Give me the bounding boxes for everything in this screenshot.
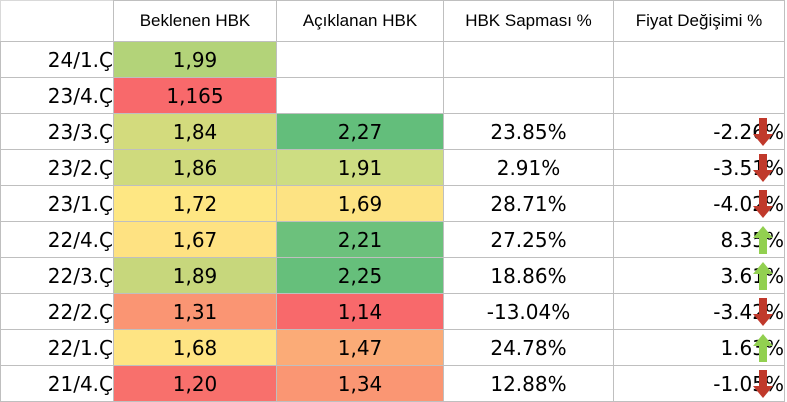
expected-eps-cell: 1,84 — [113, 113, 277, 150]
price-change-cell: -1.05% — [613, 365, 785, 402]
expected-eps-cell: 1,67 — [113, 221, 277, 258]
eps-deviation-cell — [443, 41, 614, 78]
eps-deviation-cell: 24.78% — [443, 329, 614, 366]
arrow-down-icon — [753, 297, 773, 326]
table-row: 22/3.Ç 1,89 2,25 18.86% 3.61% — [0, 257, 785, 294]
header-cell-eps-deviation: HBK Sapması % — [443, 0, 614, 42]
period-cell: 22/3.Ç — [0, 257, 114, 294]
arrow-up-icon — [753, 225, 773, 254]
eps-deviation-cell — [443, 77, 614, 114]
table-row: 22/2.Ç 1,31 1,14 -13.04% -3.42% — [0, 293, 785, 330]
price-change-cell: -2.26% — [613, 113, 785, 150]
actual-eps-cell: 1,34 — [276, 365, 444, 402]
actual-eps-cell — [276, 41, 444, 78]
expected-eps-cell: 1,20 — [113, 365, 277, 402]
arrow-down-icon — [753, 117, 773, 146]
actual-eps-cell: 1,69 — [276, 185, 444, 222]
eps-deviation-cell: 23.85% — [443, 113, 614, 150]
price-change-cell: -3.42% — [613, 293, 785, 330]
period-cell: 22/1.Ç — [0, 329, 114, 366]
actual-eps-cell — [276, 77, 444, 114]
price-change-cell: -4.02% — [613, 185, 785, 222]
eps-deviation-cell: 2.91% — [443, 149, 614, 186]
expected-eps-cell: 1,89 — [113, 257, 277, 294]
table-row: 22/4.Ç 1,67 2,21 27.25% 8.35% — [0, 221, 785, 258]
actual-eps-cell: 2,21 — [276, 221, 444, 258]
actual-eps-cell: 1,91 — [276, 149, 444, 186]
table-row: 23/3.Ç 1,84 2,27 23.85% -2.26% — [0, 113, 785, 150]
header-cell-price-change: Fiyat Değişimi % — [613, 0, 785, 42]
eps-deviation-cell: 12.88% — [443, 365, 614, 402]
period-cell: 23/2.Ç — [0, 149, 114, 186]
expected-eps-cell: 1,86 — [113, 149, 277, 186]
actual-eps-cell: 2,27 — [276, 113, 444, 150]
header-cell-period — [0, 0, 114, 42]
table-row: 22/1.Ç 1,68 1,47 24.78% 1.63% — [0, 329, 785, 366]
price-change-cell: -3.51% — [613, 149, 785, 186]
arrow-up-icon — [753, 333, 773, 362]
period-cell: 23/1.Ç — [0, 185, 114, 222]
arrow-down-icon — [753, 369, 773, 398]
actual-eps-cell: 2,25 — [276, 257, 444, 294]
period-cell: 22/2.Ç — [0, 293, 114, 330]
table-row: 23/4.Ç 1,165 — [0, 77, 785, 114]
table-row: 21/4.Ç 1,20 1,34 12.88% -1.05% — [0, 365, 785, 402]
header-cell-expected-eps: Beklenen HBK — [113, 0, 277, 42]
table-row: 23/2.Ç 1,86 1,91 2.91% -3.51% — [0, 149, 785, 186]
expected-eps-cell: 1,72 — [113, 185, 277, 222]
price-change-cell — [613, 77, 785, 114]
table-row: 23/1.Ç 1,72 1,69 28.71% -4.02% — [0, 185, 785, 222]
price-change-cell: 3.61% — [613, 257, 785, 294]
actual-eps-cell: 1,47 — [276, 329, 444, 366]
period-cell: 22/4.Ç — [0, 221, 114, 258]
price-change-cell: 8.35% — [613, 221, 785, 258]
expected-eps-cell: 1,68 — [113, 329, 277, 366]
arrow-up-icon — [753, 261, 773, 290]
header-row: Beklenen HBK Açıklanan HBK HBK Sapması %… — [0, 0, 785, 42]
table-row: 24/1.Ç 1,99 — [0, 41, 785, 78]
period-cell: 21/4.Ç — [0, 365, 114, 402]
eps-deviation-cell: 28.71% — [443, 185, 614, 222]
period-cell: 23/3.Ç — [0, 113, 114, 150]
arrow-down-icon — [753, 189, 773, 218]
expected-eps-cell: 1,31 — [113, 293, 277, 330]
eps-deviation-cell: -13.04% — [443, 293, 614, 330]
price-change-cell — [613, 41, 785, 78]
period-cell: 24/1.Ç — [0, 41, 114, 78]
period-cell: 23/4.Ç — [0, 77, 114, 114]
eps-deviation-cell: 18.86% — [443, 257, 614, 294]
header-cell-actual-eps: Açıklanan HBK — [276, 0, 444, 42]
actual-eps-cell: 1,14 — [276, 293, 444, 330]
expected-eps-cell: 1,99 — [113, 41, 277, 78]
eps-deviation-cell: 27.25% — [443, 221, 614, 258]
arrow-down-icon — [753, 153, 773, 182]
price-change-cell: 1.63% — [613, 329, 785, 366]
expected-eps-cell: 1,165 — [113, 77, 277, 114]
